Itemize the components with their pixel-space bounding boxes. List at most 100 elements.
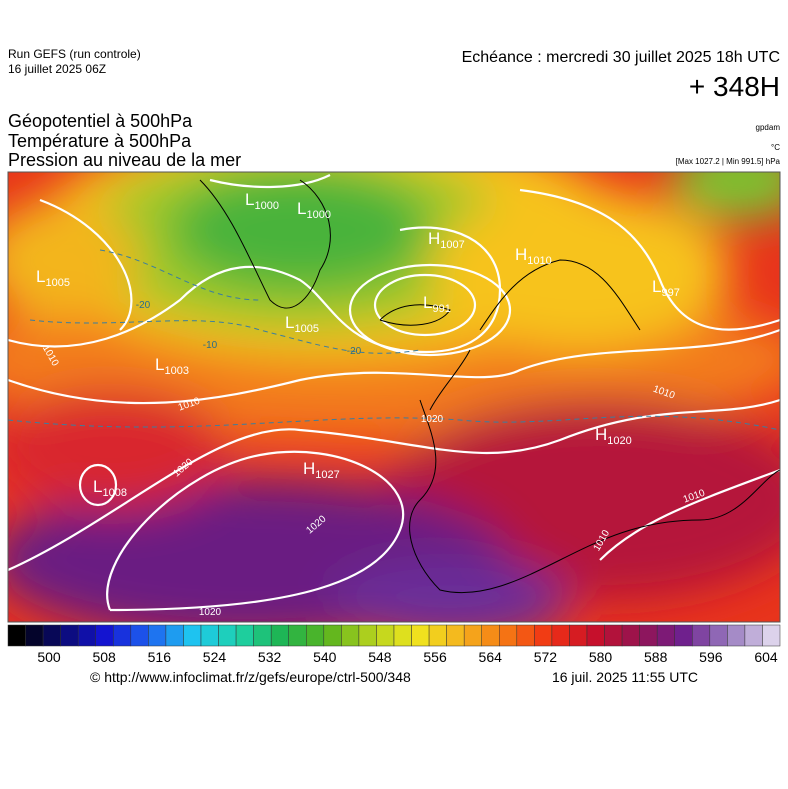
center-letter: H <box>595 425 607 444</box>
center-letter: L <box>423 293 432 312</box>
center-letter: L <box>93 477 102 496</box>
isotherms <box>8 249 780 431</box>
colorbar-swatch <box>165 624 184 647</box>
colorbar-tick-label: 540 <box>313 649 337 665</box>
colorbar-swatch <box>481 624 500 647</box>
center-letter: L <box>297 199 306 218</box>
colorbar-swatch <box>428 624 447 647</box>
center-pressure: 997 <box>661 287 679 299</box>
colorbar-tick-label: 564 <box>479 649 503 665</box>
center-pressure: 1005 <box>45 277 69 289</box>
unit-label: [Max 1027.2 | Min 991.5] hPa <box>676 157 781 166</box>
run-label: Run GEFS (run controle) <box>8 47 141 61</box>
colorbar-swatch <box>148 624 167 647</box>
colorbar-swatch <box>411 624 430 647</box>
colorbar-tick-label: 508 <box>92 649 116 665</box>
pressure-center: L1000 <box>297 199 331 221</box>
center-letter: H <box>428 229 440 248</box>
colorbar-swatch <box>253 624 272 647</box>
center-pressure: 1007 <box>440 239 464 251</box>
colorbar-swatch <box>463 624 482 647</box>
pressure-center: L1008 <box>93 477 127 499</box>
colorbar-swatch <box>516 624 535 647</box>
colorbar-tick-label: 596 <box>699 649 723 665</box>
colorbar-swatch <box>200 624 219 647</box>
colorbar-tick-label: 532 <box>258 649 282 665</box>
colorbar-tick-label: 524 <box>203 649 227 665</box>
colorbar-swatch <box>709 624 728 647</box>
colorbar-swatch <box>358 624 377 647</box>
colorbar-tick-label: 604 <box>754 649 778 665</box>
run-date: 16 juillet 2025 06Z <box>8 62 106 76</box>
pressure-center: L1005 <box>36 267 70 289</box>
isotherm-label: -20 <box>136 300 151 311</box>
colorbar-swatch <box>586 624 605 647</box>
pressure-center: L1003 <box>155 355 189 377</box>
colorbar-swatch <box>270 624 289 647</box>
colorbar-swatch <box>446 624 465 647</box>
colorbar-swatch <box>604 624 623 647</box>
colorbar-swatch <box>183 624 202 647</box>
isobar-label: 1020 <box>421 414 444 425</box>
pressure-center: L1005 <box>285 313 319 335</box>
colorbar-swatch <box>218 624 237 647</box>
colorbar-swatch <box>77 624 96 647</box>
colorbar-swatch <box>621 624 640 647</box>
colorbar-swatch <box>60 624 79 647</box>
colorbar-swatch <box>288 624 307 647</box>
pressure-center: H1027 <box>303 459 340 481</box>
colorbar-swatch <box>341 624 360 647</box>
colorbar-swatch <box>306 624 325 647</box>
center-letter: L <box>245 190 254 209</box>
pressure-center: L1000 <box>245 190 279 212</box>
issue-time: 16 juil. 2025 11:55 UTC <box>552 669 698 685</box>
colorbar-swatch <box>639 624 658 647</box>
colorbar-swatch <box>727 624 746 647</box>
pressure-center: H1007 <box>428 229 465 251</box>
coastlines <box>199 179 780 594</box>
colorbar-swatch <box>534 624 553 647</box>
center-pressure: 1010 <box>527 255 551 267</box>
colorbar-swatch <box>376 624 395 647</box>
center-pressure: 1003 <box>164 365 188 377</box>
field-title: Pression au niveau de la mer <box>8 150 241 170</box>
colorbar-swatch <box>25 624 44 647</box>
center-pressure: 1027 <box>315 469 339 481</box>
center-letter: H <box>303 459 315 478</box>
colorbar-swatch <box>692 624 711 647</box>
center-pressure: 1008 <box>102 487 126 499</box>
colorbar-tick-label: 556 <box>423 649 447 665</box>
field-title: Géopotentiel à 500hPa <box>8 111 193 131</box>
colorbar-swatch <box>674 624 693 647</box>
temperature-field <box>8 172 780 622</box>
colorbar-swatch <box>130 624 149 647</box>
colorbar-swatch <box>7 624 26 647</box>
isotherm-label: -10 <box>203 340 218 351</box>
colorbar-swatch <box>42 624 61 647</box>
unit-label: gpdam <box>756 123 781 132</box>
colorbar-swatch <box>113 624 132 647</box>
center-letter: L <box>36 267 45 286</box>
pressure-center: H1010 <box>515 245 552 267</box>
map-frame <box>7 171 781 623</box>
field-title: Température à 500hPa <box>8 131 192 151</box>
pressure-center: L997 <box>652 277 680 299</box>
valid-time: Echéance : mercredi 30 juillet 2025 18h … <box>462 49 780 66</box>
center-pressure: 1020 <box>607 435 631 447</box>
colorbar-tick-label: 588 <box>644 649 668 665</box>
pressure-center: L991 <box>423 293 451 315</box>
center-pressure: 1005 <box>294 323 318 335</box>
center-letter: H <box>515 245 527 264</box>
colorbar-swatch <box>551 624 570 647</box>
center-pressure: 991 <box>432 303 450 315</box>
colorbar-swatch <box>323 624 342 647</box>
colorbar-tick-label: 548 <box>368 649 392 665</box>
center-pressure: 1000 <box>306 209 330 221</box>
colorbar-tick-label: 572 <box>534 649 558 665</box>
colorbar-tick-label: 500 <box>37 649 61 665</box>
center-pressure: 1000 <box>254 200 278 212</box>
isobar-label: 1020 <box>199 607 222 618</box>
center-letter: L <box>652 277 661 296</box>
center-letter: L <box>285 313 294 332</box>
